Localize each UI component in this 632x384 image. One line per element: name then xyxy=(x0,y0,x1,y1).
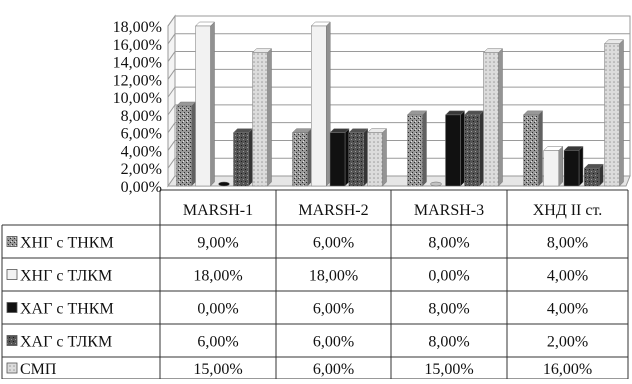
bar-0-3 xyxy=(523,114,539,187)
legend-swatch xyxy=(6,302,18,313)
bar-side-4-0 xyxy=(267,48,272,187)
bar-side-3-2 xyxy=(479,110,484,187)
bar-0-2 xyxy=(407,114,423,187)
bar-side-2-3 xyxy=(578,145,584,187)
bar-0-1 xyxy=(292,132,308,187)
data-cell: 15,00% xyxy=(424,361,473,378)
data-cell: 8,00% xyxy=(428,301,469,318)
y-tick-label: 10,00% xyxy=(113,90,162,107)
bar-3-2 xyxy=(464,114,480,187)
data-cell: 4,00% xyxy=(547,301,588,318)
data-cell: 2,00% xyxy=(547,334,588,351)
bar-side-4-1 xyxy=(382,128,387,187)
bar-2-0 xyxy=(218,181,230,187)
y-tick-label: 0,00% xyxy=(121,179,162,196)
bar-side-3-0 xyxy=(248,128,253,187)
gridline-diag xyxy=(167,15,176,27)
bar-3-1 xyxy=(348,132,364,187)
bar-side-4-2 xyxy=(498,48,503,187)
y-tick-label: 16,00% xyxy=(113,37,162,54)
legend-entry: ХАГ с ТНКМ xyxy=(20,301,114,318)
bar-3-0 xyxy=(233,132,249,187)
legend-entry: СМП xyxy=(20,361,57,378)
data-cell: 18,00% xyxy=(193,268,242,285)
data-cell: 6,00% xyxy=(313,361,354,378)
data-cell: 6,00% xyxy=(313,235,354,252)
bar-2-1 xyxy=(329,132,346,187)
bar-side-2-2 xyxy=(460,110,465,187)
y-tick-label: 4,00% xyxy=(121,143,162,160)
bar-4-2 xyxy=(483,52,499,187)
data-cell: 6,00% xyxy=(313,334,354,351)
legend-entry: ХАГ с ТЛКМ xyxy=(20,334,112,351)
gridline-diag xyxy=(167,140,176,151)
legend-swatch xyxy=(6,269,18,280)
gridline-diag xyxy=(167,33,176,45)
bar-side-1-1 xyxy=(326,21,331,187)
bar-3-3 xyxy=(584,167,600,187)
data-cell: 18,00% xyxy=(309,268,358,285)
bar-2-3 xyxy=(563,150,580,187)
data-cell: 8,00% xyxy=(428,334,469,351)
gridline-diag xyxy=(167,51,176,62)
y-tick-label: 14,00% xyxy=(113,55,162,72)
category-label: MARSH-3 xyxy=(414,202,484,219)
y-tick-label: 18,00% xyxy=(113,19,162,36)
bar-0-0 xyxy=(176,105,192,187)
bar-side-1-3 xyxy=(558,145,563,187)
y-tick-label: 6,00% xyxy=(121,126,162,143)
data-cell: 9,00% xyxy=(197,235,238,252)
data-cell: 0,00% xyxy=(428,268,469,285)
data-cell: 4,00% xyxy=(547,268,588,285)
category-label: MARSH-2 xyxy=(298,202,368,219)
legend-entry: ХНГ с ТЛКМ xyxy=(20,268,112,285)
gridline-diag xyxy=(167,122,176,133)
data-cell: 15,00% xyxy=(193,361,242,378)
legend-swatch xyxy=(6,236,18,247)
bar-side-4-3 xyxy=(619,39,624,187)
data-cell: 0,00% xyxy=(197,301,238,318)
legend-entry: ХНГ с ТНКМ xyxy=(20,235,114,252)
bar-2-2 xyxy=(445,114,461,187)
legend-swatch xyxy=(6,362,18,374)
y-tick-label: 12,00% xyxy=(113,72,162,89)
category-label: ХНД II ст. xyxy=(533,202,603,219)
data-cell: 6,00% xyxy=(197,334,238,351)
legend-swatch xyxy=(6,335,18,346)
bar-1-0 xyxy=(195,25,211,187)
gridline-diag xyxy=(167,157,176,169)
data-cell: 8,00% xyxy=(428,235,469,252)
bar-side-3-1 xyxy=(363,128,368,187)
bar-side-1-0 xyxy=(210,21,215,187)
bar-1-2 xyxy=(430,181,442,187)
gridline-diag xyxy=(167,86,176,98)
bar-1-1 xyxy=(311,25,327,187)
bar-side-0-1 xyxy=(307,128,312,187)
bar-4-1 xyxy=(367,132,383,187)
bar-4-3 xyxy=(604,43,620,187)
y-tick-label: 2,00% xyxy=(121,161,162,178)
category-label: MARSH-1 xyxy=(183,202,253,219)
bar-side-0-2 xyxy=(422,110,427,187)
bar-side-2-1 xyxy=(344,128,350,187)
gridline-diag xyxy=(167,104,176,116)
bar-side-0-0 xyxy=(191,101,196,187)
data-cell: 6,00% xyxy=(313,301,354,318)
bar-1-3 xyxy=(543,150,559,187)
bar-4-0 xyxy=(252,52,268,187)
gridline-diag xyxy=(167,69,176,80)
y-tick-label: 8,00% xyxy=(121,108,162,125)
data-cell: 16,00% xyxy=(543,361,592,378)
data-cell: 8,00% xyxy=(547,235,588,252)
bar-side-0-3 xyxy=(538,110,543,187)
